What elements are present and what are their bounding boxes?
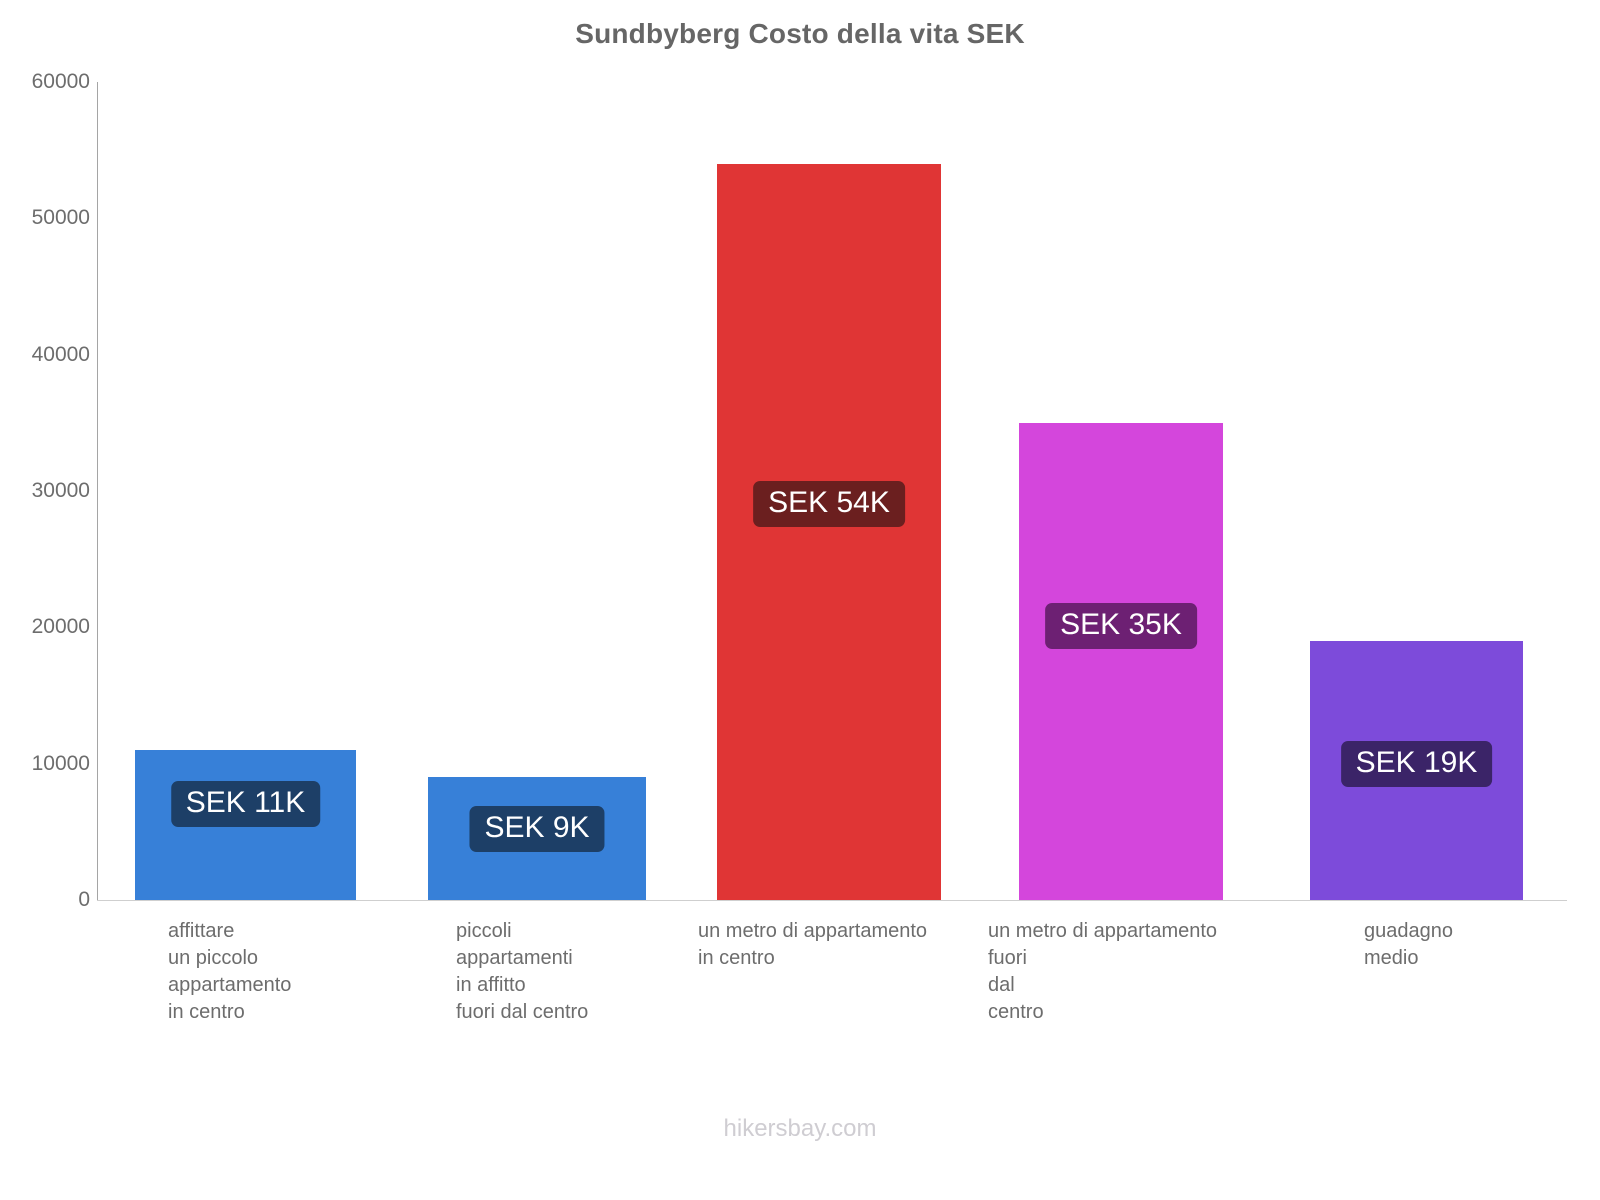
y-axis-tick-label: 0 — [78, 888, 90, 911]
bar-value-label: SEK 54K — [753, 480, 905, 527]
x-axis-category-label-line: fuori dal centro — [456, 1001, 589, 1023]
bar[interactable] — [717, 163, 941, 900]
x-axis-category-label-line: appartamento — [168, 974, 292, 996]
x-axis-category-label-line: un piccolo — [168, 947, 259, 969]
x-axis-category-label: un metro di appartamento fuori dal centro — [988, 918, 1217, 1026]
x-axis-category-label-line: centro — [988, 1001, 1044, 1023]
bar-value-label: SEK 9K — [469, 806, 605, 853]
x-axis-category-label-line: dal — [988, 974, 1015, 996]
x-axis-category-label: piccoli appartamenti in affitto fuori dal c… — [456, 918, 588, 1026]
x-axis-category-label-line: in centro — [698, 947, 775, 969]
x-axis-category-label: guadagno medio — [1364, 918, 1453, 972]
y-axis-tick-label: 40000 — [31, 342, 90, 366]
x-axis-category-label: affittare un piccolo appartamento in centro — [168, 918, 291, 1026]
y-axis-line — [97, 82, 98, 900]
x-axis-category-label-line: un metro di appartamento — [988, 920, 1218, 942]
bar-value-label: SEK 19K — [1340, 740, 1493, 787]
y-axis-tick-label: 10000 — [31, 751, 90, 775]
x-axis-category-label-line: affittare — [168, 920, 235, 942]
x-axis-category-label-line: appartamenti — [456, 947, 573, 969]
x-axis-category-label-line: in affitto — [456, 974, 526, 996]
x-axis-category-label: un metro di appartamento in centro — [698, 918, 927, 972]
x-axis-category-label-line: in centro — [168, 1001, 245, 1023]
bar-value-label: SEK 35K — [1045, 602, 1197, 649]
x-axis-category-label-line: un metro di appartamento — [698, 920, 928, 942]
x-axis-category-label-line: fuori — [988, 947, 1027, 969]
chart-title: Sundbyberg Costo della vita SEK — [575, 18, 1025, 49]
y-axis-tick-label: 60000 — [31, 70, 90, 93]
x-axis-line — [97, 900, 1567, 901]
x-axis-category-label-line: guadagno — [1364, 920, 1453, 942]
x-axis-category-labels: affittare un piccolo appartamento in centro… — [0, 918, 1600, 1078]
bar-value-label: SEK 11K — [170, 781, 321, 828]
bar[interactable] — [1019, 422, 1223, 900]
x-axis-category-label-line: piccoli — [456, 920, 512, 942]
y-axis-tick-labels: 60000 50000 40000 30000 20000 10000 0 — [0, 0, 90, 1200]
footer-source: hikersbay.com — [723, 1115, 877, 1142]
y-axis-tick-label: 20000 — [31, 615, 90, 639]
y-axis-tick-label: 50000 — [31, 206, 90, 230]
y-axis-tick-label: 30000 — [31, 479, 90, 502]
x-axis-category-label-line: medio — [1364, 947, 1419, 969]
